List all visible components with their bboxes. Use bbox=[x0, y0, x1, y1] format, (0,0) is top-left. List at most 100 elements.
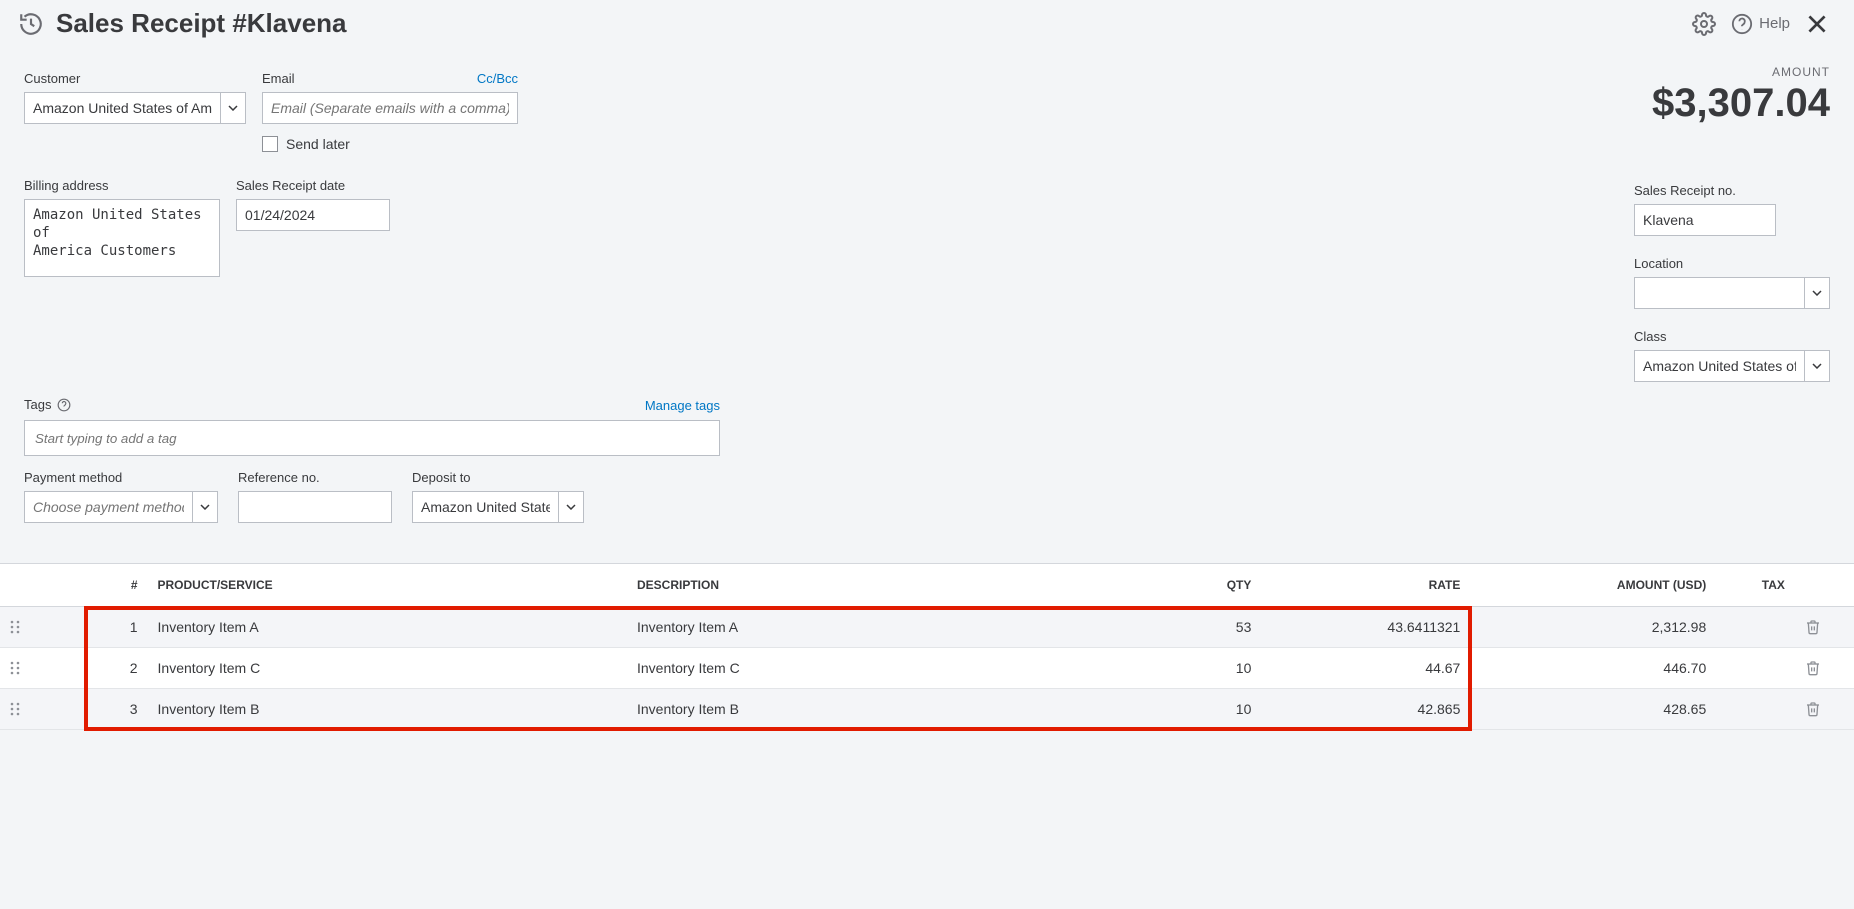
col-qty: QTY bbox=[1052, 564, 1261, 607]
tags-input[interactable] bbox=[24, 420, 720, 456]
payment-method-input[interactable] bbox=[24, 491, 192, 523]
cell-product[interactable]: Inventory Item C bbox=[148, 648, 627, 689]
deposit-to-select[interactable] bbox=[412, 491, 584, 523]
row-customer-email: Customer Email Cc/Bcc Send later bbox=[24, 71, 1830, 152]
cell-qty[interactable]: 10 bbox=[1052, 648, 1261, 689]
header-left: Sales Receipt #Klavena bbox=[18, 8, 347, 39]
class-caret[interactable] bbox=[1804, 350, 1830, 382]
send-later-label: Send later bbox=[286, 136, 350, 152]
table-body: 1Inventory Item AInventory Item A5343.64… bbox=[0, 607, 1854, 730]
customer-field: Customer bbox=[24, 71, 246, 124]
billing-field: Billing address bbox=[24, 178, 220, 277]
delete-row-icon[interactable] bbox=[1795, 648, 1854, 689]
sales-date-input[interactable] bbox=[236, 199, 390, 231]
cell-tax[interactable] bbox=[1716, 689, 1795, 730]
cell-rate[interactable]: 42.865 bbox=[1261, 689, 1470, 730]
gear-icon[interactable] bbox=[1691, 11, 1717, 37]
deposit-to-caret[interactable] bbox=[558, 491, 584, 523]
col-description: DESCRIPTION bbox=[627, 564, 1052, 607]
cell-description[interactable]: Inventory Item B bbox=[627, 689, 1052, 730]
chevron-down-icon bbox=[1812, 290, 1822, 296]
cell-amount[interactable]: 2,312.98 bbox=[1470, 607, 1716, 648]
sales-date-field: Sales Receipt date bbox=[236, 178, 390, 231]
line-items-table: # PRODUCT/SERVICE DESCRIPTION QTY RATE A… bbox=[0, 564, 1854, 730]
cell-product[interactable]: Inventory Item B bbox=[148, 689, 627, 730]
email-input[interactable] bbox=[262, 92, 518, 124]
chevron-down-icon bbox=[1812, 363, 1822, 369]
close-icon[interactable] bbox=[1804, 11, 1830, 37]
class-label: Class bbox=[1634, 329, 1830, 344]
col-drag bbox=[0, 564, 59, 607]
class-select[interactable] bbox=[1634, 350, 1830, 382]
cell-product[interactable]: Inventory Item A bbox=[148, 607, 627, 648]
cell-num: 3 bbox=[59, 689, 148, 730]
email-label: Email bbox=[262, 71, 295, 86]
email-label-row: Email Cc/Bcc bbox=[262, 71, 518, 86]
col-amount: AMOUNT (USD) bbox=[1470, 564, 1716, 607]
tags-header: Tags Manage tags bbox=[24, 397, 720, 414]
tags-label-row: Tags bbox=[24, 397, 71, 412]
send-later-checkbox[interactable] bbox=[262, 136, 278, 152]
col-trash bbox=[1795, 564, 1854, 607]
help-button[interactable]: Help bbox=[1731, 13, 1790, 35]
reference-no-input[interactable] bbox=[238, 491, 392, 523]
customer-caret[interactable] bbox=[220, 92, 246, 124]
deposit-to-input[interactable] bbox=[412, 491, 558, 523]
cell-amount[interactable]: 428.65 bbox=[1470, 689, 1716, 730]
cell-amount[interactable]: 446.70 bbox=[1470, 648, 1716, 689]
drag-handle[interactable] bbox=[0, 689, 59, 730]
chevron-down-icon bbox=[566, 504, 576, 510]
class-input[interactable] bbox=[1634, 350, 1804, 382]
amount-value: $3,307.04 bbox=[1652, 81, 1830, 126]
row-billing-date: Billing address Sales Receipt date bbox=[24, 178, 1830, 277]
location-field: Location bbox=[1634, 256, 1830, 309]
table-row[interactable]: 3Inventory Item BInventory Item B1042.86… bbox=[0, 689, 1854, 730]
receipt-no-field: Sales Receipt no. bbox=[1634, 183, 1830, 236]
cell-tax[interactable] bbox=[1716, 607, 1795, 648]
amount-block: AMOUNT $3,307.04 bbox=[1652, 65, 1830, 126]
help-icon[interactable] bbox=[57, 398, 71, 412]
payment-row: Payment method Reference no. Deposit to bbox=[24, 470, 1830, 523]
payment-method-select[interactable] bbox=[24, 491, 218, 523]
cell-description[interactable]: Inventory Item A bbox=[627, 607, 1052, 648]
customer-input[interactable] bbox=[24, 92, 220, 124]
billing-textarea[interactable] bbox=[24, 199, 220, 277]
delete-row-icon[interactable] bbox=[1795, 689, 1854, 730]
cell-qty[interactable]: 53 bbox=[1052, 607, 1261, 648]
receipt-no-input[interactable] bbox=[1634, 204, 1776, 236]
payment-method-field: Payment method bbox=[24, 470, 218, 523]
payment-method-label: Payment method bbox=[24, 470, 218, 485]
drag-handle[interactable] bbox=[0, 648, 59, 689]
deposit-to-label: Deposit to bbox=[412, 470, 584, 485]
tags-section: Tags Manage tags bbox=[24, 397, 1830, 456]
header-right: Help bbox=[1691, 11, 1830, 37]
table-header-row: # PRODUCT/SERVICE DESCRIPTION QTY RATE A… bbox=[0, 564, 1854, 607]
help-icon bbox=[1731, 13, 1753, 35]
cell-rate[interactable]: 43.6411321 bbox=[1261, 607, 1470, 648]
manage-tags-link[interactable]: Manage tags bbox=[645, 398, 720, 413]
drag-handle[interactable] bbox=[0, 607, 59, 648]
table-row[interactable]: 1Inventory Item AInventory Item A5343.64… bbox=[0, 607, 1854, 648]
col-rate: RATE bbox=[1261, 564, 1470, 607]
help-label: Help bbox=[1759, 15, 1790, 32]
customer-select[interactable] bbox=[24, 92, 246, 124]
history-icon[interactable] bbox=[18, 11, 44, 37]
delete-row-icon[interactable] bbox=[1795, 607, 1854, 648]
payment-method-caret[interactable] bbox=[192, 491, 218, 523]
chevron-down-icon bbox=[200, 504, 210, 510]
email-field: Email Cc/Bcc Send later bbox=[262, 71, 518, 152]
table-row[interactable]: 2Inventory Item CInventory Item C1044.67… bbox=[0, 648, 1854, 689]
tags-label: Tags bbox=[24, 397, 51, 412]
location-select[interactable] bbox=[1634, 277, 1830, 309]
location-caret[interactable] bbox=[1804, 277, 1830, 309]
cell-qty[interactable]: 10 bbox=[1052, 689, 1261, 730]
cell-rate[interactable]: 44.67 bbox=[1261, 648, 1470, 689]
line-items-table-wrap: # PRODUCT/SERVICE DESCRIPTION QTY RATE A… bbox=[0, 563, 1854, 730]
cell-tax[interactable] bbox=[1716, 648, 1795, 689]
location-input[interactable] bbox=[1634, 277, 1804, 309]
cell-num: 2 bbox=[59, 648, 148, 689]
reference-no-label: Reference no. bbox=[238, 470, 392, 485]
ccbcc-link[interactable]: Cc/Bcc bbox=[477, 71, 518, 86]
billing-label: Billing address bbox=[24, 178, 220, 193]
cell-description[interactable]: Inventory Item C bbox=[627, 648, 1052, 689]
